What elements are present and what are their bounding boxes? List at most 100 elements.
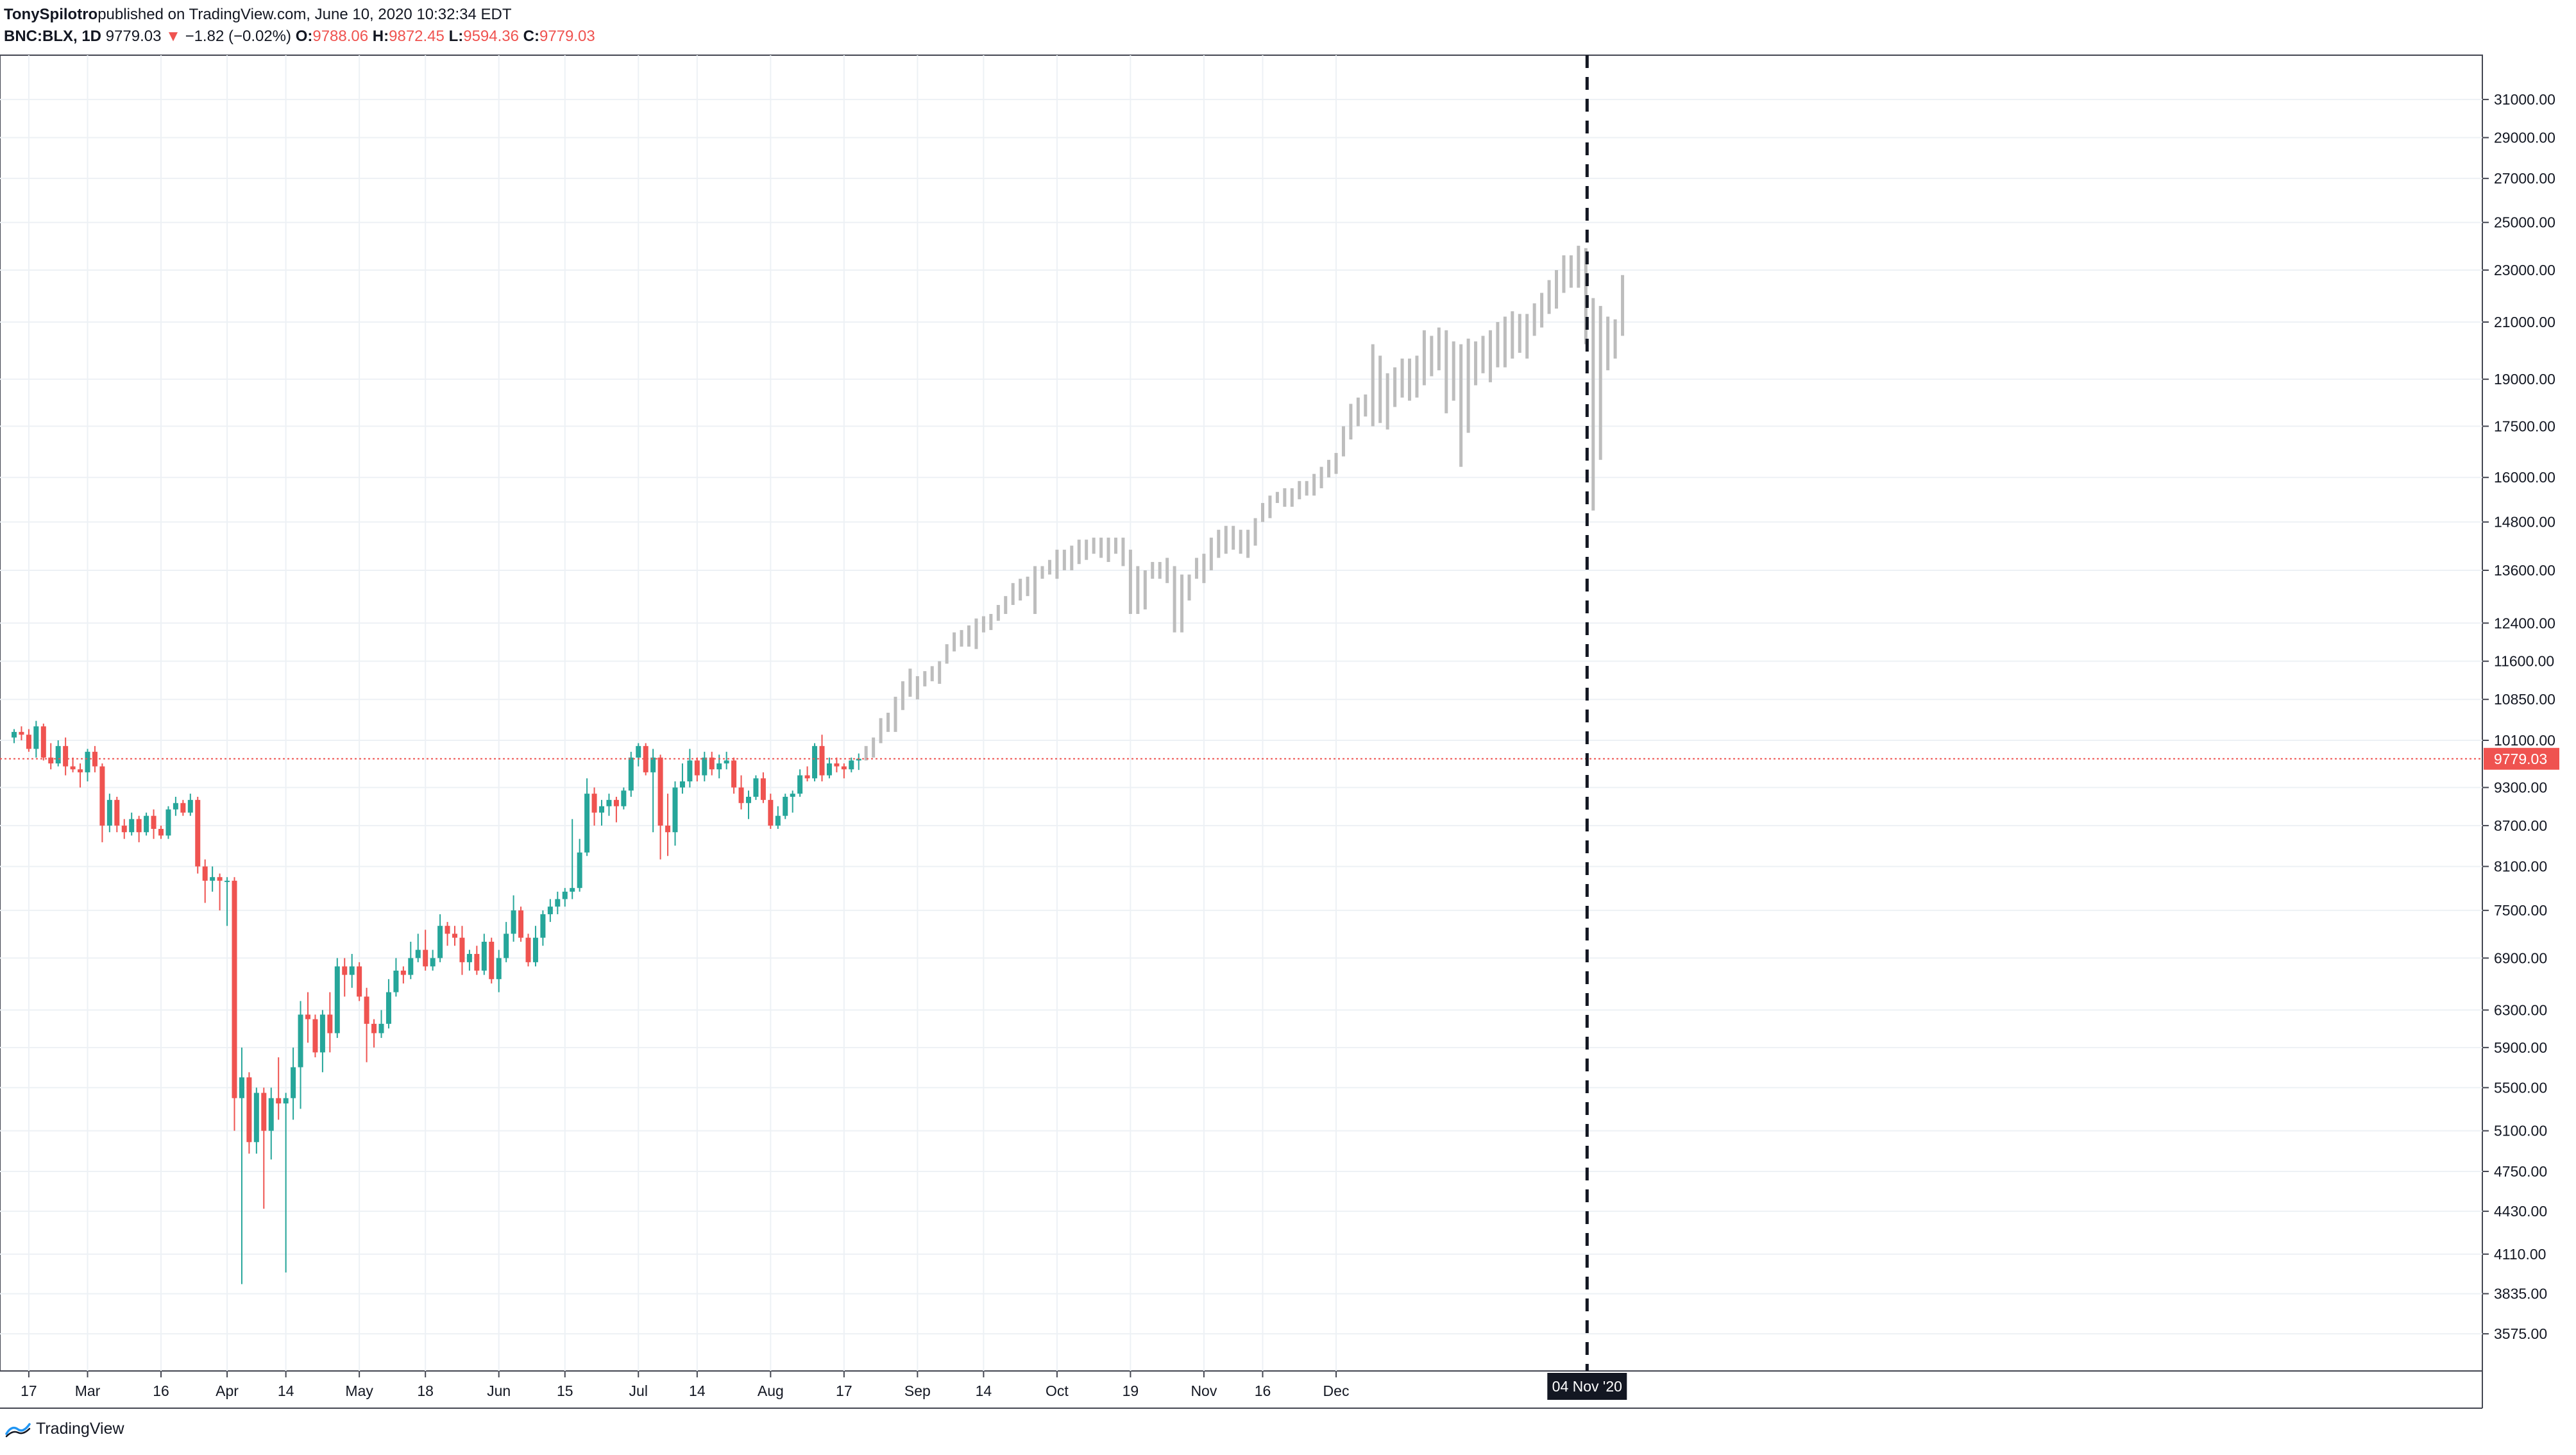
projection-bar [953, 632, 956, 652]
projection-bar [923, 671, 927, 686]
candle [26, 729, 31, 752]
projection-bar [1437, 327, 1441, 371]
candle [408, 941, 414, 980]
candle-body [298, 1014, 303, 1068]
projection-bar [996, 604, 1000, 621]
projection-bar [886, 712, 890, 732]
y-tick-label: 5100.00 [2494, 1123, 2547, 1139]
candle-body [12, 731, 17, 738]
candle [768, 794, 774, 830]
projection-bar [1165, 557, 1169, 583]
brand-name[interactable]: TradingView [36, 1420, 124, 1438]
projection-bar [1562, 255, 1566, 293]
candle-body [628, 757, 634, 791]
x-tick-label: 15 [557, 1383, 573, 1399]
candle [246, 1072, 252, 1154]
candle-body [540, 914, 546, 938]
candle [672, 781, 678, 846]
candle [650, 749, 656, 833]
candle [357, 962, 362, 1001]
candle [55, 740, 61, 767]
candle [144, 812, 149, 836]
candle-body [466, 953, 472, 962]
y-tick-label: 10100.00 [2494, 732, 2555, 749]
projection-bar [1011, 583, 1015, 605]
candle [599, 799, 604, 826]
y-tick-label: 3575.00 [2494, 1325, 2547, 1342]
candle [319, 1010, 325, 1073]
candle [423, 930, 428, 971]
projection-bar [1099, 538, 1103, 558]
candle [210, 866, 216, 892]
candle-body [709, 757, 715, 770]
projection-bar [1488, 330, 1492, 382]
projection-bar [1621, 275, 1625, 336]
y-tick-label: 17500.00 [2494, 418, 2555, 434]
y-tick-label: 10850.00 [2494, 691, 2555, 708]
last-price-tag [2484, 747, 2559, 770]
candle-body [85, 751, 90, 772]
candle-body [400, 970, 406, 975]
projection-bar [989, 614, 993, 631]
x-tick-label: 16 [153, 1383, 169, 1399]
candle [342, 958, 348, 997]
candle [187, 794, 193, 816]
candle-body [239, 1077, 244, 1098]
candle-body [562, 891, 568, 899]
candle [834, 757, 840, 772]
down-triangle-icon: ▼ [165, 28, 181, 45]
candle [400, 966, 406, 983]
candle [459, 926, 465, 975]
candle [445, 922, 450, 946]
projection-bar [1106, 538, 1110, 562]
projection-bar [1151, 561, 1155, 579]
candle [217, 873, 223, 911]
projection-bar [1547, 280, 1551, 314]
candle-body [650, 757, 656, 772]
footer: TradingView [5, 1420, 124, 1438]
candle [452, 926, 457, 946]
projection-bar [1496, 321, 1500, 368]
date-marker-tag [1547, 1373, 1627, 1400]
candle-body [790, 794, 795, 797]
projection-bar [1503, 316, 1507, 368]
candle-body [26, 735, 31, 749]
y-tick-label: 12400.00 [2494, 615, 2555, 631]
author-name[interactable]: TonySpilotro [4, 6, 98, 23]
projection-bar [974, 618, 978, 649]
candle [849, 757, 854, 772]
candle-body [232, 880, 237, 1098]
last-price: 9779.03 [105, 28, 162, 45]
candle [797, 769, 803, 797]
projection-bar [938, 661, 942, 684]
candle [709, 751, 715, 776]
projection-bar [1261, 503, 1264, 522]
projection-bar [1364, 394, 1368, 417]
projection-bar [1334, 453, 1338, 474]
y-tick-label: 31000.00 [2494, 91, 2555, 108]
projection-bar [1422, 330, 1426, 386]
projection-bar [1268, 495, 1272, 518]
candle-body [136, 819, 142, 833]
projection-bar [930, 666, 934, 681]
candle [371, 1019, 377, 1048]
candle [232, 877, 237, 1131]
candle [687, 749, 693, 788]
close-label: C: [523, 28, 539, 45]
candle-body [437, 926, 443, 958]
projection-bar [1305, 481, 1309, 496]
candle [378, 1010, 384, 1038]
y-tick-label: 27000.00 [2494, 170, 2555, 187]
projection-bar [1518, 314, 1521, 353]
x-tick-label: 14 [278, 1383, 294, 1399]
x-tick-label: 16 [1255, 1383, 1271, 1399]
close-value: 9779.03 [539, 28, 595, 45]
candle-body [613, 799, 619, 806]
x-tick-label: Sep [904, 1383, 931, 1399]
projection-bar [960, 630, 963, 647]
price-chart[interactable]: 31000.00 29000.00 27000.00 25000.00 23000.00… [0, 0, 2576, 1411]
candle [570, 819, 575, 899]
projection-bar [872, 737, 876, 758]
candle-body [276, 1098, 282, 1104]
candle-body [819, 745, 825, 776]
